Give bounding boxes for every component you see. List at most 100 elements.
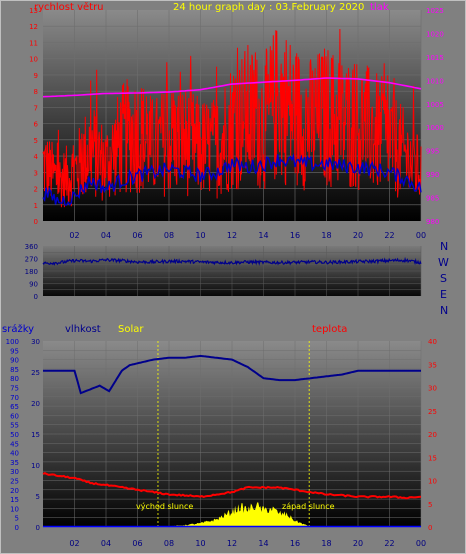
wind-speed-label: rychlost větru (34, 1, 104, 13)
x-tick-label: 22 (384, 539, 394, 548)
y-right-tick-label: 1010 (426, 77, 444, 85)
marks-panel-2 (42, 256, 422, 266)
x-tick-label: 00 (416, 539, 426, 548)
y-left-tick-label: 7 (34, 104, 38, 112)
compass-w: W (438, 256, 449, 269)
humidity-tick-label: 10 (31, 462, 40, 470)
wind-average-series (42, 153, 422, 206)
solar-series (43, 502, 421, 527)
y-left-tick-label: 13 (29, 7, 38, 15)
y-left-tick-label: 10 (29, 56, 38, 64)
grid-panel-3 (43, 341, 422, 527)
compass-n-top: N (440, 240, 448, 253)
x-tick-label: 06 (132, 231, 142, 240)
rain-tick-label: 85 (10, 366, 19, 374)
x-tick-label: 12 (227, 231, 237, 240)
temp-tick-label: 35 (428, 361, 437, 369)
x-tick-label: 04 (101, 539, 111, 548)
rain-tick-label: 10 (10, 505, 19, 513)
rain-tick-label: 90 (10, 357, 19, 365)
humidity-tick-label: 15 (31, 431, 40, 439)
dir-tick-label: 360 (25, 243, 38, 251)
compass-n-bottom: N (440, 304, 448, 317)
y-left-tick-label: 12 (29, 23, 38, 31)
rain-tick-label: 15 (10, 496, 19, 504)
compass-e: E (440, 288, 447, 301)
temp-tick-label: 15 (428, 454, 437, 462)
humidity-label: vlhkost (65, 324, 101, 335)
y-right-tick-label: 1000 (426, 124, 444, 132)
y-left-tick-label: 2 (34, 186, 38, 194)
y-left-tick-label: 4 (34, 153, 39, 161)
rain-tick-label: 40 (10, 450, 19, 458)
temp-tick-label: 0 (428, 524, 432, 532)
rain-tick-label: 95 (10, 347, 19, 355)
sunset-label: západ slunce (282, 502, 335, 511)
temp-tick-label: 30 (428, 385, 437, 393)
x-tick-label: 16 (290, 539, 300, 548)
x-tick-label: 10 (195, 539, 205, 548)
rain-tick-label: 65 (10, 403, 19, 411)
temp-tick-label: 5 (428, 501, 432, 509)
x-tick-label: 12 (227, 539, 237, 548)
y-left-tick-label: 6 (34, 121, 39, 129)
y-right-tick-label: 990 (426, 171, 439, 179)
x-tick-label: 06 (132, 539, 142, 548)
x-tick-label: 22 (384, 231, 394, 240)
rain-tick-label: 60 (10, 412, 19, 420)
chart-title: 24 hour graph day : 03.February 2020 (173, 2, 364, 13)
rain-tick-label: 75 (10, 385, 19, 393)
pressure-series (42, 77, 422, 98)
rain-tick-label: 80 (10, 375, 19, 383)
pressure-label: tlak (370, 2, 389, 13)
y-left-tick-label: 3 (34, 169, 38, 177)
rain-tick-label: 5 (15, 515, 19, 523)
y-right-tick-label: 1005 (426, 101, 444, 109)
marks-panel-3 (42, 341, 422, 528)
rain-tick-label: 70 (10, 394, 19, 402)
y-right-tick-label: 980 (426, 218, 439, 226)
x-tick-label: 10 (195, 231, 205, 240)
y-left-tick-label: 8 (34, 88, 38, 96)
grid-panel-2 (43, 246, 422, 296)
wind-direction-series (42, 256, 422, 266)
x-tick-label: 02 (69, 539, 79, 548)
rain-tick-label: 0 (15, 524, 19, 532)
dir-tick-label: 180 (25, 268, 38, 276)
rain-tick-label: 25 (10, 478, 19, 486)
dir-tick-label: 90 (29, 281, 38, 289)
y-left-tick-label: 9 (34, 72, 38, 80)
x-tick-label: 18 (321, 539, 331, 548)
y-right-tick-label: 1020 (426, 30, 444, 38)
x-tick-label: 16 (290, 231, 300, 240)
x-tick-label: 18 (321, 231, 331, 240)
marks-panel-1 (42, 28, 422, 208)
rain-tick-label: 55 (10, 422, 19, 430)
x-tick-label: 20 (353, 231, 363, 240)
y-left-tick-label: 0 (34, 218, 38, 226)
humidity-series (43, 354, 421, 395)
temperature-series (42, 471, 422, 500)
rain-tick-label: 50 (10, 431, 19, 439)
dir-tick-label: 270 (25, 256, 38, 264)
temp-tick-label: 40 (428, 338, 437, 346)
temp-tick-label: 25 (428, 408, 437, 416)
humidity-tick-label: 5 (36, 493, 40, 501)
tick-labels: 0123456789101112139809859909951000100510… (6, 7, 444, 548)
temp-tick-label: 20 (428, 431, 437, 439)
x-tick-label: 14 (258, 231, 268, 240)
x-tick-label: 04 (101, 231, 111, 240)
y-left-tick-label: 5 (34, 137, 38, 145)
x-tick-label: 08 (164, 231, 174, 240)
y-right-tick-label: 985 (426, 195, 439, 203)
temp-tick-label: 10 (428, 478, 437, 486)
y-right-tick-label: 995 (426, 148, 439, 156)
x-tick-label: 14 (258, 539, 268, 548)
x-tick-label: 02 (69, 231, 79, 240)
rain-tick-label: 45 (10, 440, 19, 448)
solar-label: Solar (118, 324, 144, 335)
rain-tick-label: 35 (10, 459, 19, 467)
y-left-tick-label: 1 (34, 202, 38, 210)
y-right-tick-label: 1015 (426, 54, 444, 62)
